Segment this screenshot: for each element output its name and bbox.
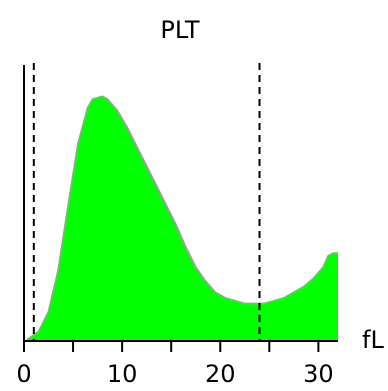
x-axis-unit-label: fL <box>362 326 384 354</box>
chart-title: PLT <box>160 16 200 44</box>
x-tick-label-0: 0 <box>16 360 31 388</box>
x-tick-label-10: 10 <box>107 360 138 388</box>
series-outline-0 <box>26 95 338 341</box>
x-tick-label-20: 20 <box>205 360 236 388</box>
x-tick-label-30: 30 <box>303 360 334 388</box>
series-area-0 <box>26 96 339 341</box>
plot-area <box>26 63 339 341</box>
x-axis-ticks: 0 10 20 30 <box>16 341 334 388</box>
